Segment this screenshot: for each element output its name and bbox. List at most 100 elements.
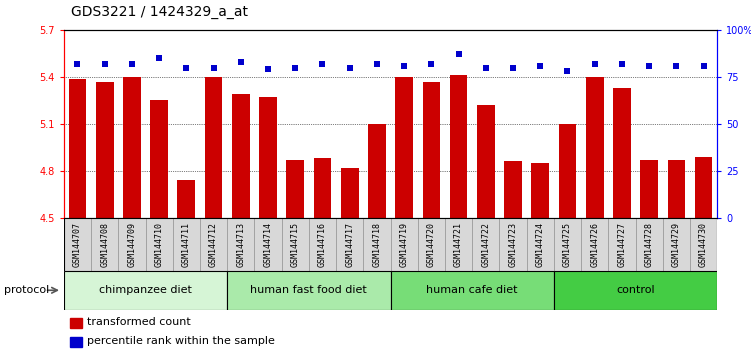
Bar <box>150 101 168 218</box>
Bar <box>608 218 635 271</box>
Text: GSM144713: GSM144713 <box>237 222 246 267</box>
Point <box>207 65 219 70</box>
Point <box>562 69 574 74</box>
Bar <box>368 124 386 218</box>
Point <box>425 61 437 67</box>
Point <box>316 61 328 67</box>
Bar <box>91 218 119 271</box>
Bar <box>309 218 336 271</box>
Bar <box>395 77 413 218</box>
Bar <box>499 218 526 271</box>
Bar <box>363 218 391 271</box>
Text: GSM144708: GSM144708 <box>100 222 109 267</box>
Point <box>480 65 492 70</box>
Bar <box>227 218 255 271</box>
Point <box>534 63 546 69</box>
Bar <box>554 271 717 310</box>
Point <box>453 52 465 57</box>
Text: GSM144718: GSM144718 <box>372 222 382 267</box>
Point <box>180 65 192 70</box>
Bar <box>586 77 604 218</box>
Bar <box>450 75 467 218</box>
Bar <box>123 77 140 218</box>
Text: GSM144728: GSM144728 <box>644 222 653 267</box>
Bar <box>695 157 713 218</box>
Text: GSM144724: GSM144724 <box>535 222 544 267</box>
Text: percentile rank within the sample: percentile rank within the sample <box>86 336 275 346</box>
Text: GDS3221 / 1424329_a_at: GDS3221 / 1424329_a_at <box>71 5 249 19</box>
Text: GSM144722: GSM144722 <box>481 222 490 267</box>
Point <box>671 63 683 69</box>
Bar <box>690 218 717 271</box>
Bar <box>146 218 173 271</box>
Point <box>262 67 274 72</box>
Bar <box>232 94 249 218</box>
Point <box>235 59 247 65</box>
Bar <box>418 218 445 271</box>
Bar <box>477 105 495 218</box>
Bar <box>532 163 549 218</box>
Bar <box>64 218 91 271</box>
Text: GSM144729: GSM144729 <box>672 222 681 267</box>
Bar <box>68 79 86 218</box>
Point <box>589 61 601 67</box>
Text: protocol: protocol <box>4 285 49 295</box>
Bar <box>504 161 522 218</box>
Bar <box>581 218 608 271</box>
Text: GSM144725: GSM144725 <box>563 222 572 267</box>
Point <box>344 65 356 70</box>
Bar <box>227 271 391 310</box>
Bar <box>336 218 363 271</box>
Point <box>398 63 410 69</box>
Text: GSM144720: GSM144720 <box>427 222 436 267</box>
Text: GSM144715: GSM144715 <box>291 222 300 267</box>
Text: chimpanzee diet: chimpanzee diet <box>99 285 192 295</box>
Point <box>698 63 710 69</box>
Bar <box>635 218 662 271</box>
Text: GSM144711: GSM144711 <box>182 222 191 267</box>
Bar <box>314 158 331 218</box>
Point <box>153 55 165 61</box>
Bar <box>255 218 282 271</box>
Text: GSM144730: GSM144730 <box>699 222 708 267</box>
Point <box>616 61 628 67</box>
Text: GSM144710: GSM144710 <box>155 222 164 267</box>
Text: human cafe diet: human cafe diet <box>427 285 518 295</box>
Text: GSM144726: GSM144726 <box>590 222 599 267</box>
Point <box>507 65 519 70</box>
Bar <box>391 271 554 310</box>
Point <box>371 61 383 67</box>
Bar <box>200 218 227 271</box>
Bar <box>445 218 472 271</box>
Bar <box>173 218 200 271</box>
Text: GSM144717: GSM144717 <box>345 222 354 267</box>
Text: GSM144716: GSM144716 <box>318 222 327 267</box>
Text: GSM144719: GSM144719 <box>400 222 409 267</box>
Bar <box>559 124 576 218</box>
Text: control: control <box>617 285 655 295</box>
Text: GSM144709: GSM144709 <box>128 222 137 267</box>
Bar <box>96 82 113 218</box>
Text: GSM144727: GSM144727 <box>617 222 626 267</box>
Text: GSM144714: GSM144714 <box>264 222 273 267</box>
Bar <box>205 77 222 218</box>
Point <box>126 61 138 67</box>
Bar <box>341 168 358 218</box>
Bar <box>282 218 309 271</box>
Point <box>71 61 83 67</box>
Text: GSM144707: GSM144707 <box>73 222 82 267</box>
Bar <box>71 318 82 328</box>
Bar <box>391 218 418 271</box>
Text: GSM144721: GSM144721 <box>454 222 463 267</box>
Point <box>98 61 110 67</box>
Bar <box>259 97 277 218</box>
Text: transformed count: transformed count <box>86 318 191 327</box>
Text: human fast food diet: human fast food diet <box>251 285 367 295</box>
Bar <box>71 337 82 347</box>
Bar <box>668 160 685 218</box>
Bar <box>177 180 195 218</box>
Bar <box>119 218 146 271</box>
Bar <box>472 218 499 271</box>
Bar <box>554 218 581 271</box>
Text: GSM144712: GSM144712 <box>209 222 218 267</box>
